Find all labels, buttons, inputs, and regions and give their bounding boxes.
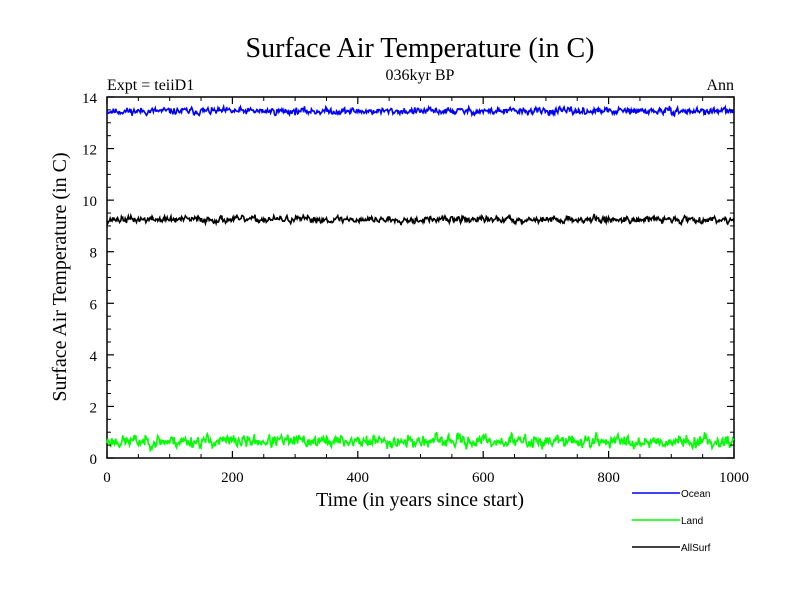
plot-area: 0 2 4 6 8 10 12 14 0 200 400 600 800 1000 [82,91,749,486]
y-tick-label: 0 [90,452,98,468]
x-tick-label: 600 [472,470,495,486]
y-axis-label: Surface Air Temperature (in C) [49,152,71,401]
x-tick-label: 800 [597,470,620,486]
experiment-label: Expt = teiiD1 [107,77,194,94]
series-line-allsurf [106,212,735,227]
legend-label-land: Land [681,516,703,527]
y-tick-label: 4 [90,349,98,365]
x-tick-label: 200 [221,470,244,486]
y-tick-label: 14 [82,91,98,107]
chart-subtitle: 036kyr BP [386,67,455,84]
x-tick-label: 0 [103,470,111,486]
series-line-land [106,431,735,453]
x-tick-label: 400 [347,470,370,486]
x-axis-ticks: 0 200 400 600 800 1000 [103,97,749,486]
y-axis-ticks: 0 2 4 6 8 10 12 14 [82,91,734,468]
legend-label-allsurf: AllSurf [681,543,711,554]
x-tick-label: 1000 [719,470,749,486]
series-line-ocean [106,103,735,118]
season-label: Ann [706,77,734,94]
y-tick-label: 2 [90,400,98,416]
chart-title: Surface Air Temperature (in C) [246,33,595,64]
legend: Ocean Land AllSurf [632,489,711,554]
plot-frame [106,96,735,459]
y-tick-label: 12 [82,143,97,159]
y-tick-label: 8 [90,246,98,262]
y-tick-label: 10 [82,194,97,210]
y-tick-label: 6 [90,297,98,313]
series-lines [106,103,735,453]
legend-label-ocean: Ocean [681,489,710,500]
x-axis-label: Time (in years since start) [316,489,524,511]
